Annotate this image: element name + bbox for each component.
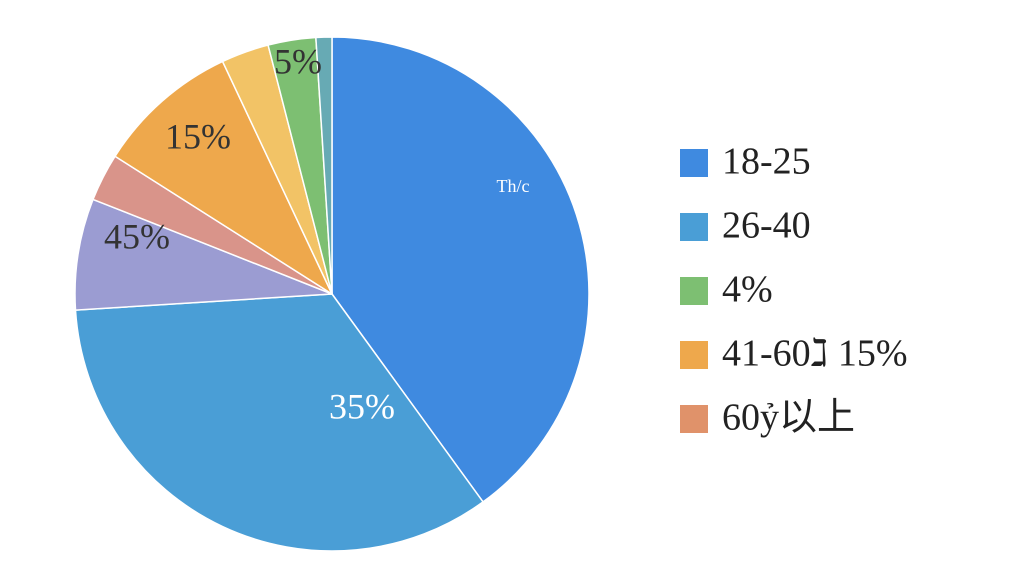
- legend-swatch: [680, 149, 708, 177]
- slice-label: 5%: [274, 41, 322, 81]
- pie-slice: [74, 198, 333, 311]
- legend-label: 41-60ℷ 15%: [722, 333, 908, 375]
- slice-label: 15%: [165, 116, 231, 156]
- legend-label: 18-25: [722, 141, 811, 183]
- pie-slice: [331, 36, 590, 503]
- legend-label: 26-40: [722, 205, 811, 247]
- slice-label: 45%: [104, 216, 170, 256]
- legend-label: 60ỷ以上: [722, 397, 855, 439]
- pie-slice: [113, 60, 334, 297]
- pie-slice: [74, 293, 485, 552]
- legend-swatch: [680, 341, 708, 369]
- slice-label: 35%: [329, 386, 395, 426]
- slice-label: Th/c: [497, 176, 530, 196]
- legend-swatch: [680, 213, 708, 241]
- pie-slice: [315, 36, 333, 295]
- legend-label: 4%: [722, 269, 773, 311]
- legend-swatch: [680, 277, 708, 305]
- legend-swatch: [680, 405, 708, 433]
